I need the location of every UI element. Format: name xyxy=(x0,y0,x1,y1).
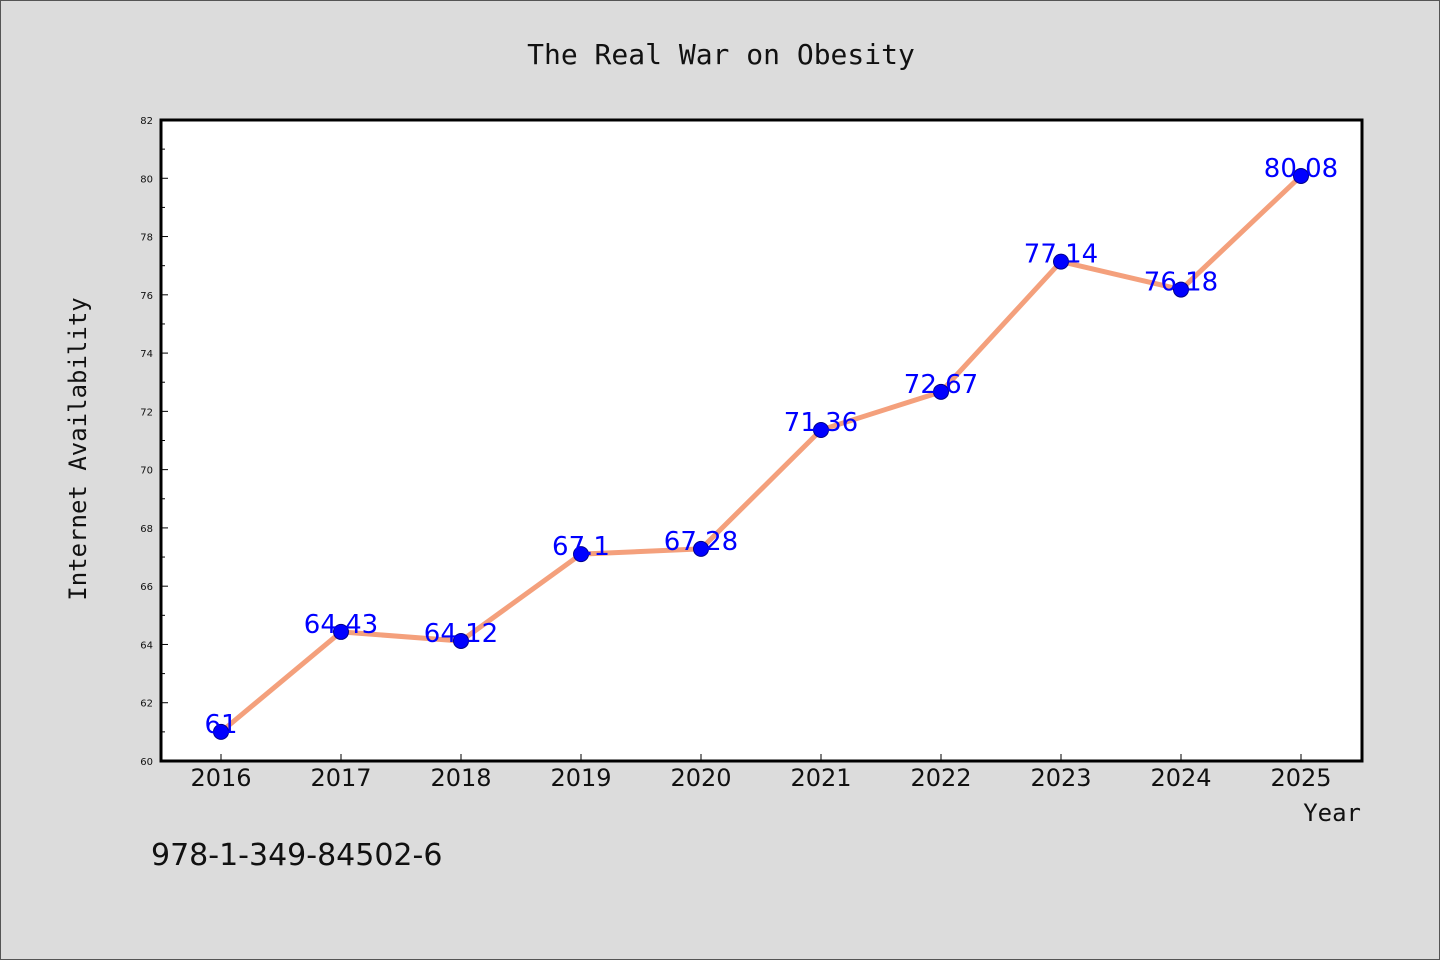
y-tick-label: 76 xyxy=(140,291,153,302)
x-tick-label: 2016 xyxy=(190,764,251,792)
y-tick-label: 64 xyxy=(140,640,153,651)
data-label: 72.67 xyxy=(904,370,978,400)
x-tick-label: 2019 xyxy=(550,764,611,792)
y-tick-label: 68 xyxy=(140,524,153,535)
data-point xyxy=(813,422,829,439)
data-label: 80.08 xyxy=(1264,154,1338,184)
series-line xyxy=(219,174,1303,734)
y-tick-label: 60 xyxy=(140,757,153,768)
plot-area xyxy=(159,118,1364,763)
x-tick-label: 2021 xyxy=(790,764,851,792)
y-tick-label: 78 xyxy=(140,233,153,244)
data-point xyxy=(1293,167,1309,184)
footer-code: 978-1-349-84502-6 xyxy=(151,838,442,873)
data-label: 64.12 xyxy=(424,619,498,649)
y-axis-ticks: 60 62 64 66 68 70 72 74 76 78 80 82 xyxy=(140,116,168,768)
x-tick-label: 2025 xyxy=(1270,764,1331,792)
x-tick-label: 2024 xyxy=(1150,764,1211,792)
data-point xyxy=(1053,253,1069,270)
data-label-group: 61 64.43 64.12 67.1 67.28 71.36 72.67 77.14 76.1… xyxy=(204,154,1338,740)
data-point xyxy=(333,623,349,640)
data-point xyxy=(213,723,229,740)
x-tick-label: 2020 xyxy=(670,764,731,792)
data-label: 64.43 xyxy=(304,610,378,640)
x-tick-label: 2023 xyxy=(1030,764,1091,792)
y-tick-label: 74 xyxy=(140,349,153,360)
data-label: 71.36 xyxy=(784,408,858,438)
y-tick-label: 72 xyxy=(140,407,153,418)
marker-group xyxy=(213,167,1309,740)
data-point xyxy=(573,546,589,563)
y-tick-label: 80 xyxy=(140,174,153,185)
data-label: 67.28 xyxy=(664,527,738,557)
series-line-group xyxy=(219,174,1303,734)
x-axis-ticks: 2016 2017 2018 2019 2020 2021 2022 2023 2024 2025 xyxy=(190,754,1332,792)
data-label: 76.18 xyxy=(1144,268,1218,298)
x-tick-label: 2018 xyxy=(430,764,491,792)
data-label: 67.1 xyxy=(552,532,610,562)
data-point xyxy=(693,540,709,557)
chart-title: The Real War on Obesity xyxy=(527,38,915,71)
data-label: 77.14 xyxy=(1024,240,1098,270)
y-axis-label: Internet Availability xyxy=(64,297,92,600)
data-label: 61 xyxy=(204,710,237,740)
y-tick-label: 62 xyxy=(140,699,153,710)
y-tick-label: 70 xyxy=(140,466,153,477)
x-tick-label: 2017 xyxy=(310,764,371,792)
data-point xyxy=(453,632,469,649)
x-tick-label: 2022 xyxy=(910,764,971,792)
data-point xyxy=(933,383,949,400)
x-axis-label: Year xyxy=(1303,799,1361,827)
data-point xyxy=(1173,281,1189,298)
y-tick-label: 66 xyxy=(140,582,153,593)
y-tick-label: 82 xyxy=(140,116,153,127)
